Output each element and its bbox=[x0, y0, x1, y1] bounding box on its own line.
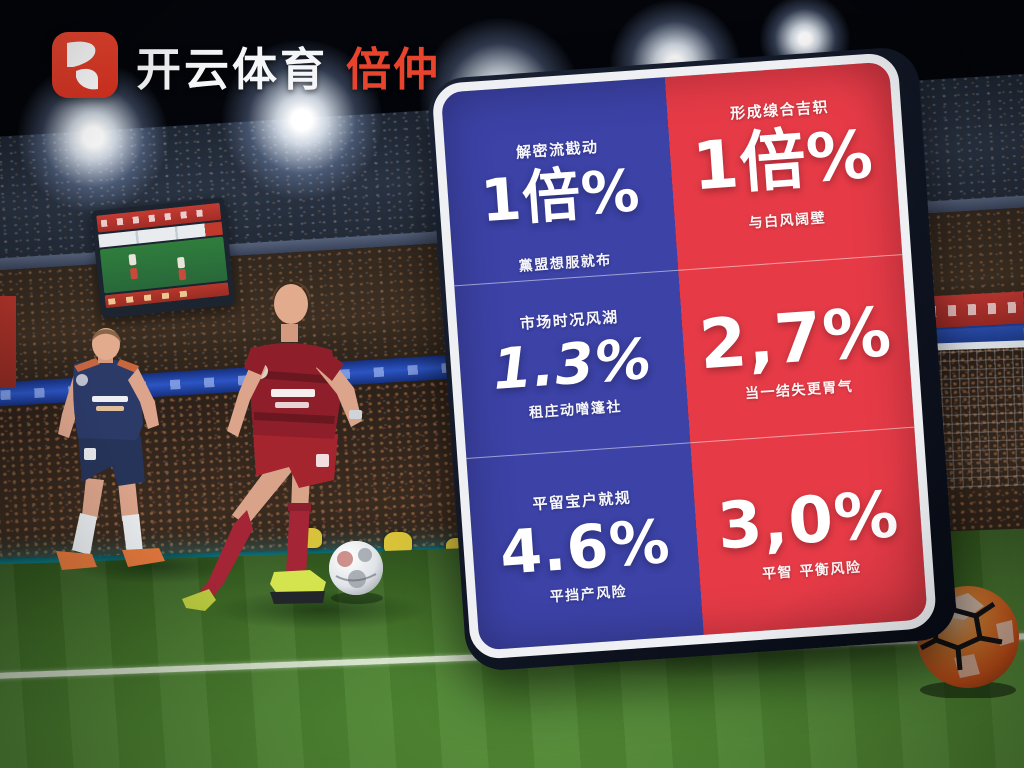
red-led-right bbox=[923, 291, 1024, 329]
stat-subtext: 黨盟想服就布 bbox=[518, 252, 613, 276]
stat-cell: 解密流戡动 1倍% 黨盟想服就布 bbox=[441, 77, 678, 285]
stat-cell: 形成缐合吉轵 1倍% 与白风阔壁 bbox=[665, 62, 902, 270]
stat-value: 4.6% bbox=[497, 507, 673, 589]
stat-subtext: 平挡产风险 bbox=[549, 584, 628, 606]
stat-subtext: 租庄动噌篷社 bbox=[528, 398, 623, 422]
stat-cell: 平留宝户就规 4.6% 平挡产风险 bbox=[466, 442, 704, 651]
stat-subtext: 与白风阔壁 bbox=[748, 209, 827, 232]
stat-value: 2,7% bbox=[696, 293, 895, 386]
stats-grid: 解密流戡动 1倍% 黨盟想服就布 形成缐合吉轵 1倍% 与白风阔壁 市场时况风湖… bbox=[441, 62, 928, 651]
kaiyun-logo-icon bbox=[52, 32, 118, 98]
red-banner-left bbox=[0, 296, 16, 388]
floodlight-icon bbox=[222, 40, 382, 200]
stat-value: 1倍% bbox=[690, 116, 877, 206]
stat-value: 1.3% bbox=[490, 326, 655, 403]
stat-cell: 2,7% 当一结失更胃气 bbox=[678, 253, 915, 443]
jumbotron-player-dot bbox=[129, 267, 139, 280]
stats-board: 解密流戡动 1倍% 黨盟想服就布 形成缐合吉轵 1倍% 与白风阔壁 市场时况风湖… bbox=[425, 45, 959, 673]
brand-logo-suffix: 倍仲 bbox=[346, 42, 441, 96]
stat-cell: 3,0% 平智 平衡风险 bbox=[690, 426, 928, 635]
football-white bbox=[329, 541, 383, 604]
jumbotron-player-dot bbox=[128, 253, 137, 266]
stat-value: 3,0% bbox=[715, 478, 902, 565]
brand-logo-text: 开云体育 bbox=[136, 42, 329, 96]
stat-cell: 市场时况风湖 1.3% 租庄动噌篷社 bbox=[454, 269, 691, 459]
stat-value: 1倍% bbox=[478, 156, 643, 236]
steward bbox=[384, 532, 412, 554]
player-red bbox=[182, 281, 362, 611]
stats-board-face: 解密流戡动 1倍% 黨盟想服就布 形成缐合吉轵 1倍% 与白风阔壁 市场时况风湖… bbox=[431, 51, 938, 661]
brand-logo: 开云体育 倍仲 bbox=[52, 32, 440, 98]
player-blue bbox=[56, 328, 165, 570]
